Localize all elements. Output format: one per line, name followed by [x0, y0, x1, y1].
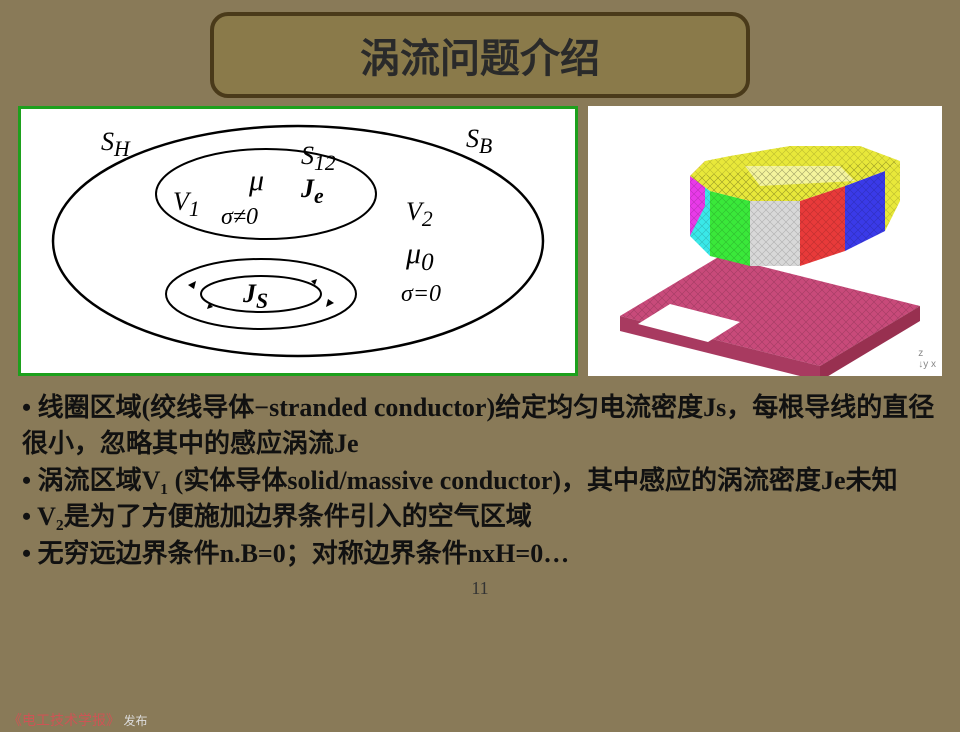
footer: 《电工技术学报》 发布 [8, 710, 148, 730]
label-mu0: μ0 [406, 237, 434, 277]
label-SH: SH [101, 127, 130, 162]
figure-row: SH SB S12 V1 V2 μ Je σ≠0 μ0 σ=0 JS [0, 106, 960, 376]
axis-indicator: z↓y x [918, 348, 936, 370]
label-mu: μ [249, 164, 264, 198]
label-Je: Je [301, 174, 324, 209]
page-number: 11 [0, 578, 960, 599]
footer-pub: 发布 [124, 714, 148, 728]
label-sigma-eq0: σ=0 [401, 281, 441, 308]
mesh-svg [588, 106, 942, 376]
domain-diagram: SH SB S12 V1 V2 μ Je σ≠0 μ0 σ=0 JS [18, 106, 578, 376]
bullet-2: • 涡流区域V₁ (实体导体solid/massive conductor)，其… [22, 463, 938, 499]
label-S12: S12 [301, 141, 336, 176]
bullet-4: • 无穷远边界条件n.B=0；对称边界条件nxH=0… [22, 536, 938, 572]
slide-title-box: 涡流问题介绍 [210, 12, 750, 98]
label-Js: JS [243, 279, 268, 314]
bullet-list: • 线圈区域(绞线导体−stranded conductor)给定均匀电流密度J… [0, 376, 960, 572]
bullet-3: • V₂是为了方便施加边界条件引入的空气区域 [22, 499, 938, 535]
label-V1: V1 [173, 187, 200, 222]
label-sigma-ne0: σ≠0 [221, 204, 258, 231]
bullet-1: • 线圈区域(绞线导体−stranded conductor)给定均匀电流密度J… [22, 390, 938, 463]
slide-title: 涡流问题介绍 [360, 36, 600, 81]
mesh-figure: z↓y x [588, 106, 942, 376]
footer-journal: 《电工技术学报》 [8, 714, 120, 729]
label-V2: V2 [406, 197, 433, 232]
label-SB: SB [466, 124, 492, 159]
